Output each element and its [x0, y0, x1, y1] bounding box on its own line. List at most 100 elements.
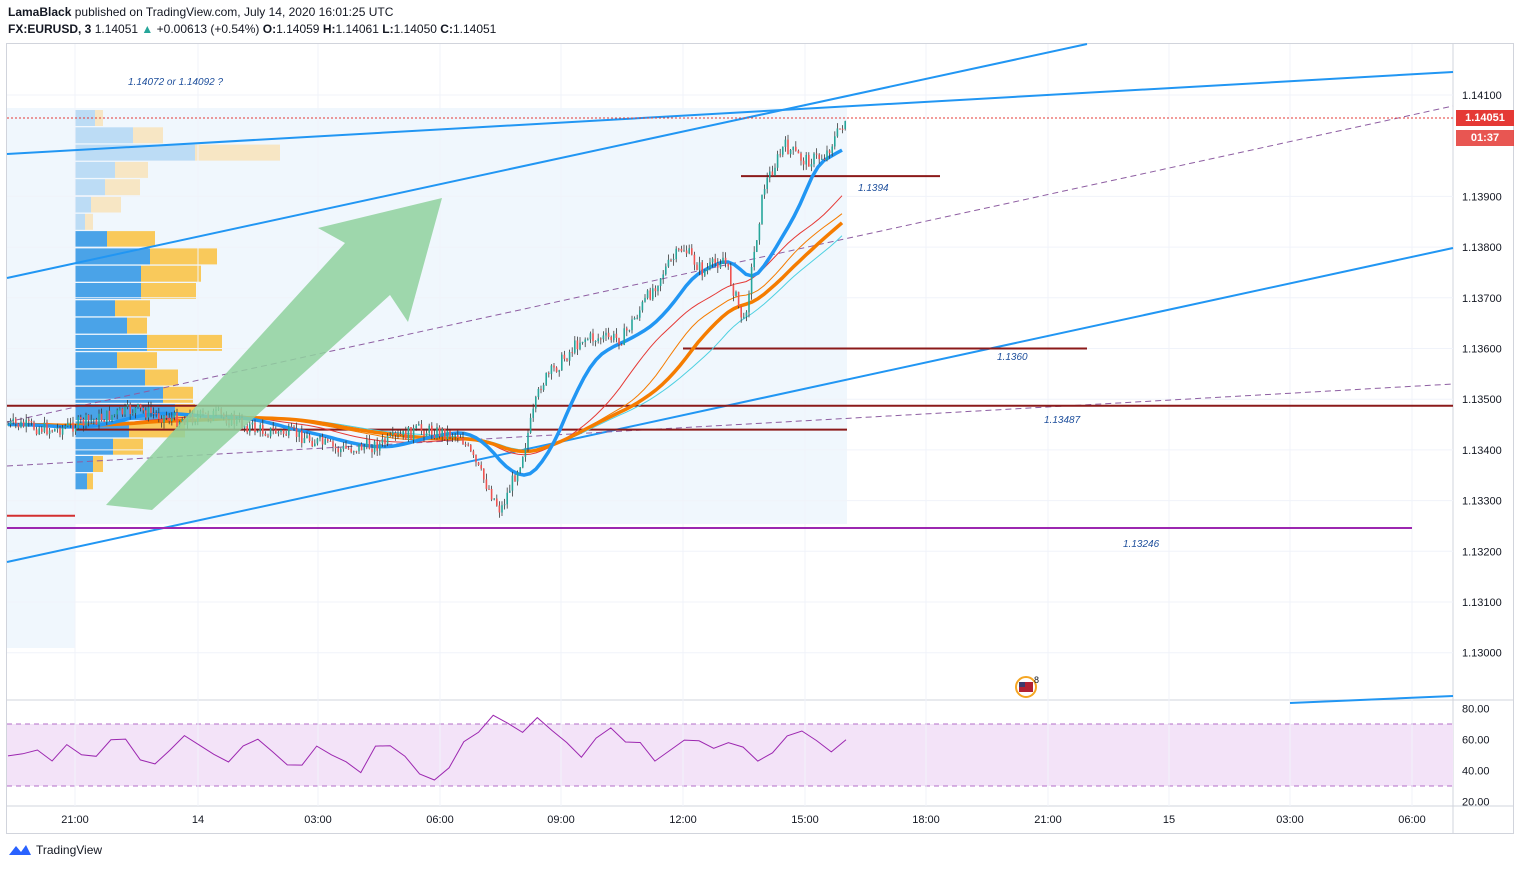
candle-body: [490, 488, 493, 500]
candle-body: [802, 160, 805, 165]
candle-body: [542, 384, 545, 391]
candle-body: [446, 430, 449, 440]
candle-body: [667, 259, 670, 267]
price-tick-label: 1.14100: [1462, 90, 1502, 102]
candle-body: [350, 448, 352, 453]
candle-body: [178, 421, 181, 427]
candle-body: [646, 290, 649, 298]
profile-bar-sell: [117, 352, 157, 369]
candle-body: [711, 258, 714, 263]
candle-body: [77, 417, 79, 428]
candle-body: [795, 146, 797, 151]
profile-bar-sell: [141, 265, 201, 282]
candle-body: [308, 435, 311, 441]
candle-body: [327, 439, 329, 441]
candle-body: [449, 430, 451, 438]
candle-body: [706, 268, 709, 271]
candle-body: [737, 291, 740, 307]
price-tick-label: 1.13600: [1462, 344, 1502, 356]
candle-body: [48, 430, 51, 435]
candle-body: [828, 150, 831, 154]
candle-body: [301, 430, 303, 444]
candle-body: [150, 407, 152, 414]
candle-body: [821, 158, 823, 160]
candle-body: [704, 270, 706, 276]
candle-body: [470, 445, 472, 452]
symbol-label[interactable]: FX:EURUSD, 3: [8, 22, 92, 36]
candle-body: [321, 436, 324, 445]
profile-bar-sell: [87, 473, 93, 490]
footer-brand[interactable]: TradingView: [36, 843, 103, 857]
candle-body: [358, 444, 360, 452]
candle-body: [51, 430, 53, 432]
profile-bar-sell: [195, 144, 280, 161]
level-1360-label[interactable]: 1.1360: [997, 352, 1028, 363]
candle-body: [9, 420, 12, 425]
candle-body: [823, 158, 826, 160]
profile-bar-sell: [141, 283, 196, 299]
candle-body: [649, 290, 651, 300]
level-13246-label[interactable]: 1.13246: [1123, 539, 1160, 550]
candle-body: [597, 338, 599, 342]
close-value: 1.14051: [452, 22, 497, 36]
candle-body: [779, 154, 781, 156]
candle-body: [535, 397, 537, 409]
candle-body: [462, 437, 464, 445]
candle-body: [636, 317, 638, 319]
candle-body: [753, 251, 755, 267]
candle-body: [501, 505, 503, 513]
candle-body: [72, 422, 74, 432]
candle-body: [306, 435, 308, 439]
profile-bar-buy: [75, 438, 113, 455]
candle-body: [631, 319, 633, 331]
rsi-tick-label: 20.00: [1462, 797, 1490, 809]
candle-body: [402, 430, 404, 436]
candle-body: [566, 358, 568, 361]
economic-event-badge[interactable]: 8: [1015, 675, 1039, 698]
candle-body: [722, 257, 724, 264]
candle-body: [129, 404, 131, 415]
candle-body: [553, 365, 555, 368]
profile-bar-sell: [145, 369, 178, 386]
candle-body: [61, 427, 64, 435]
profile-bar-sell: [147, 334, 222, 351]
candle-body: [103, 420, 105, 422]
candle-body: [654, 288, 657, 292]
candle-body: [56, 427, 59, 429]
tradingview-logo-icon[interactable]: [8, 843, 32, 857]
candle-body: [540, 388, 542, 391]
candle-body: [267, 435, 269, 437]
candle-body: [522, 456, 524, 468]
candle-body: [108, 410, 111, 421]
candle-body: [87, 414, 90, 421]
candle-body: [537, 388, 540, 398]
candle-body: [259, 424, 261, 432]
candle-body: [714, 258, 716, 264]
candle-body: [64, 426, 66, 428]
candle-body: [613, 333, 615, 341]
candle-body: [639, 310, 641, 318]
candle-body: [615, 333, 618, 338]
candle-body: [85, 414, 87, 426]
candle-body: [28, 419, 30, 422]
candle-body: [761, 194, 763, 224]
level-1394-label[interactable]: 1.1394: [858, 183, 889, 194]
candle-body: [431, 425, 433, 435]
level-13487-label[interactable]: 1.13487: [1044, 415, 1081, 426]
target-question-label[interactable]: 1.14072 or 1.14092 ?: [128, 77, 224, 88]
candle-body: [319, 436, 321, 439]
candle-body: [124, 406, 126, 415]
candle-body: [758, 223, 761, 241]
candle-body: [311, 440, 313, 447]
chart-frame: [6, 43, 1514, 834]
candle-body: [818, 154, 820, 160]
publisher-name[interactable]: LamaBlack: [8, 5, 72, 19]
candle-body: [298, 430, 300, 437]
candle-body: [334, 446, 337, 449]
candle-body: [511, 475, 514, 491]
candle-body: [288, 426, 290, 436]
candle-body: [158, 413, 160, 420]
trend-arrow[interactable]: [106, 198, 442, 510]
time-tick-label: 03:00: [304, 814, 332, 826]
